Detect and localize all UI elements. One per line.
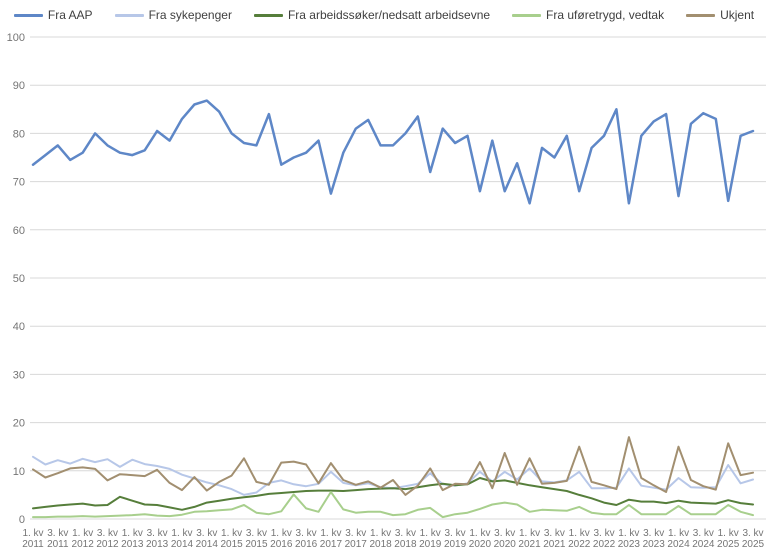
x-tick-label: 1. kv 2014 — [171, 528, 194, 550]
x-tick-label: 3. kv 2020 — [494, 528, 517, 550]
y-tick-label: 0 — [19, 514, 25, 526]
x-tick-label: 3. kv 2021 — [543, 528, 566, 550]
y-tick-label: 70 — [13, 177, 25, 189]
series-line-fra-aap — [31, 99, 755, 205]
y-tick-label: 90 — [13, 80, 25, 92]
x-tick-label: 1. kv 2015 — [220, 528, 243, 550]
x-tick-label: 1. kv 2025 — [717, 528, 740, 550]
x-tick-label: 1. kv 2012 — [72, 528, 95, 550]
legend-item-fra-sykepenger[interactable]: Fra sykepenger — [114, 8, 232, 22]
legend-label: Fra uføretrygd, vedtak — [546, 8, 665, 22]
legend-swatch-ukjent — [686, 13, 716, 17]
x-tick-label: 1. kv 2021 — [518, 528, 541, 550]
legend-label: Ukjent — [720, 8, 755, 22]
legend-item-fra-aap[interactable]: Fra AAP — [13, 8, 93, 22]
x-tick-label: 1. kv 2013 — [121, 528, 144, 550]
x-tick-label: 3. kv 2013 — [146, 528, 169, 550]
x-tick-label: 1. kv 2011 — [22, 528, 44, 550]
x-tick-label: 1. kv 2018 — [369, 528, 392, 550]
legend-label: Fra sykepenger — [148, 8, 232, 22]
x-tick-label: 3. kv 2011 — [47, 528, 69, 550]
x-tick-label: 3. kv 2023 — [643, 528, 666, 550]
x-tick-label: 3. kv 2022 — [593, 528, 616, 550]
y-tick-label: 30 — [13, 369, 25, 381]
y-tick-label: 20 — [13, 418, 25, 430]
x-tick-label: 1. kv 2016 — [270, 528, 293, 550]
series-line-fra-arbeidssøker-nedsatt-arbeidsevne — [32, 477, 754, 511]
x-tick-label: 3. kv 2015 — [245, 528, 268, 550]
series-line-ukjent — [32, 436, 754, 496]
y-tick-label: 100 — [7, 32, 25, 44]
legend-swatch-fra-aap — [13, 13, 43, 17]
x-tick-label: 1. kv 2019 — [419, 528, 442, 550]
y-tick-label: 40 — [13, 321, 25, 333]
x-tick-label: 1. kv 2017 — [320, 528, 343, 550]
x-tick-label: 1. kv 2020 — [469, 528, 492, 550]
x-tick-label: 1. kv 2024 — [667, 528, 690, 550]
legend-item-ukjent[interactable]: Ukjent — [686, 8, 754, 22]
legend-swatch-fra-sykepenger — [114, 13, 144, 17]
x-tick-label: 3. kv 2024 — [692, 528, 715, 550]
x-tick-label: 3. kv 2014 — [196, 528, 219, 550]
legend-item-fra-uføretrygd-vedtak[interactable]: Fra uføretrygd, vedtak — [512, 8, 664, 22]
legend-item-fra-arbeidssøker-nedsatt-arbeidsevne[interactable]: Fra arbeidssøker/nedsatt arbeidsevne — [253, 8, 491, 22]
x-tick-label: 3. kv 2019 — [444, 528, 467, 550]
y-tick-label: 80 — [13, 128, 25, 140]
legend-label: Fra arbeidssøker/nedsatt arbeidsevne — [287, 8, 491, 22]
series-line-fra-uføretrygd-vedtak — [32, 491, 754, 519]
x-tick-label: 1. kv 2022 — [568, 528, 591, 550]
x-tick-label: 1. kv 2023 — [618, 528, 641, 550]
y-tick-label: 10 — [13, 466, 25, 478]
legend-swatch-fra-arbeidssøker-nedsatt-arbeidsevne — [253, 13, 283, 17]
x-tick-label: 3. kv 2016 — [295, 528, 318, 550]
x-tick-label: 3. kv 2012 — [96, 528, 119, 550]
y-tick-label: 60 — [13, 225, 25, 237]
x-tick-label: 3. kv 2025 — [742, 528, 765, 550]
x-tick-label: 3. kv 2017 — [345, 528, 368, 550]
y-tick-label: 50 — [13, 273, 25, 285]
legend-label: Fra AAP — [47, 8, 93, 22]
chart-legend: Fra AAP Fra sykepenger Fra arbeidssøker/ne… — [0, 6, 768, 24]
x-tick-label: 3. kv 2018 — [394, 528, 417, 550]
legend-swatch-fra-uføretrygd-vedtak — [512, 13, 542, 17]
